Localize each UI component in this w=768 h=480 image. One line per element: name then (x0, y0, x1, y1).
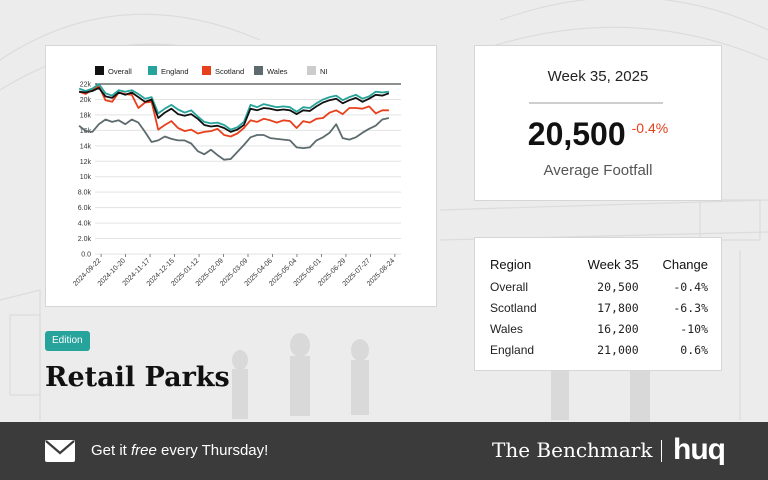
kpi-card: Week 35, 2025 20,500 -0.4% Average Footfa… (474, 45, 722, 201)
edition-badge: Edition (45, 331, 90, 351)
legend-swatch (254, 66, 263, 75)
kpi-week: Week 35, 2025 (547, 68, 649, 85)
region-name: Wales (490, 321, 523, 336)
legend-label: Scotland (215, 67, 244, 76)
brand-separator (661, 440, 662, 462)
table-row: England 21,000 0.6% (490, 339, 708, 360)
y-tick-label: 12k (80, 159, 92, 166)
series-line-scotland (78, 85, 389, 138)
table-row: Overall 20,500 -0.4% (490, 276, 708, 297)
kpi-value: 20,500 (527, 116, 626, 152)
y-tick-label: 14k (80, 143, 92, 150)
region-change: -10% (680, 321, 708, 336)
series-line-wales (78, 117, 390, 161)
y-tick-label: 0.0 (81, 252, 91, 259)
cta-text-free: free (131, 442, 157, 459)
footfall-line-chart: 0.02.0k4.0k6.0k8.0k10k12k14k16k18k20k22k… (72, 66, 401, 288)
page-title: Retail Parks (45, 362, 230, 393)
header-change: Change (662, 256, 708, 272)
y-tick-label: 4.0k (78, 221, 92, 228)
header-region: Region (490, 256, 532, 272)
legend-swatch (95, 66, 104, 75)
kpi-change: -0.4% (631, 120, 669, 136)
kpi-value-row: 20,500 -0.4% (475, 116, 721, 153)
y-tick-label: 22k (80, 82, 92, 89)
subscribe-link[interactable]: Get it free every Thursday! (91, 442, 268, 459)
y-tick-label: 10k (80, 174, 92, 181)
region-week-value: 21,000 (597, 342, 639, 357)
series-line-england (78, 83, 390, 131)
cta-text-end: every Thursday! (156, 442, 269, 459)
region-name: Overall (490, 279, 529, 294)
legend-swatch (307, 66, 316, 75)
y-tick-label: 20k (80, 97, 92, 104)
table-row: Wales 16,200 -10% (490, 318, 708, 339)
series-line-overall (78, 87, 390, 133)
footer-banner: Get it free every Thursday! The Benchmar… (0, 422, 768, 480)
region-name: England (490, 342, 535, 357)
region-change: -6.3% (673, 300, 708, 315)
huq-logo: huq (673, 433, 726, 466)
y-tick-label: 2.0k (78, 236, 92, 243)
region-week-value: 16,200 (597, 321, 639, 336)
region-table-card: Region Week 35 Change Overall 20,500 -0.… (474, 237, 722, 371)
legend-label: Overall (108, 67, 132, 76)
y-tick-label: 18k (80, 112, 92, 119)
footfall-chart-card: 0.0 2.0k 4.0k 6.0k 8.0k 10k 12k 14k 16k 18k 20k 22k… (45, 45, 437, 307)
brand-name: The Benchmark (492, 438, 653, 462)
region-name: Scotland (490, 300, 537, 315)
y-tick-label: 6.0k (78, 205, 92, 212)
region-week-value: 17,800 (597, 300, 639, 315)
header-week: Week 35 (587, 256, 639, 272)
kpi-label: Average Footfall (543, 162, 653, 179)
region-change: 0.6% (680, 342, 708, 357)
table-header-row: Region Week 35 Change (490, 252, 708, 276)
legend-label: NI (320, 67, 328, 76)
kpi-divider (529, 102, 663, 104)
envelope-icon (45, 440, 75, 462)
legend-swatch (148, 66, 157, 75)
legend-label: England (161, 67, 189, 76)
region-week-value: 20,500 (597, 279, 639, 294)
region-table: Region Week 35 Change Overall 20,500 -0.… (490, 252, 708, 360)
y-tick-label: 8.0k (78, 190, 92, 197)
region-change: -0.4% (673, 279, 708, 294)
cta-text-start: Get it (91, 442, 132, 459)
legend-swatch (202, 66, 211, 75)
legend-label: Wales (267, 67, 288, 76)
table-row: Scotland 17,800 -6.3% (490, 297, 708, 318)
